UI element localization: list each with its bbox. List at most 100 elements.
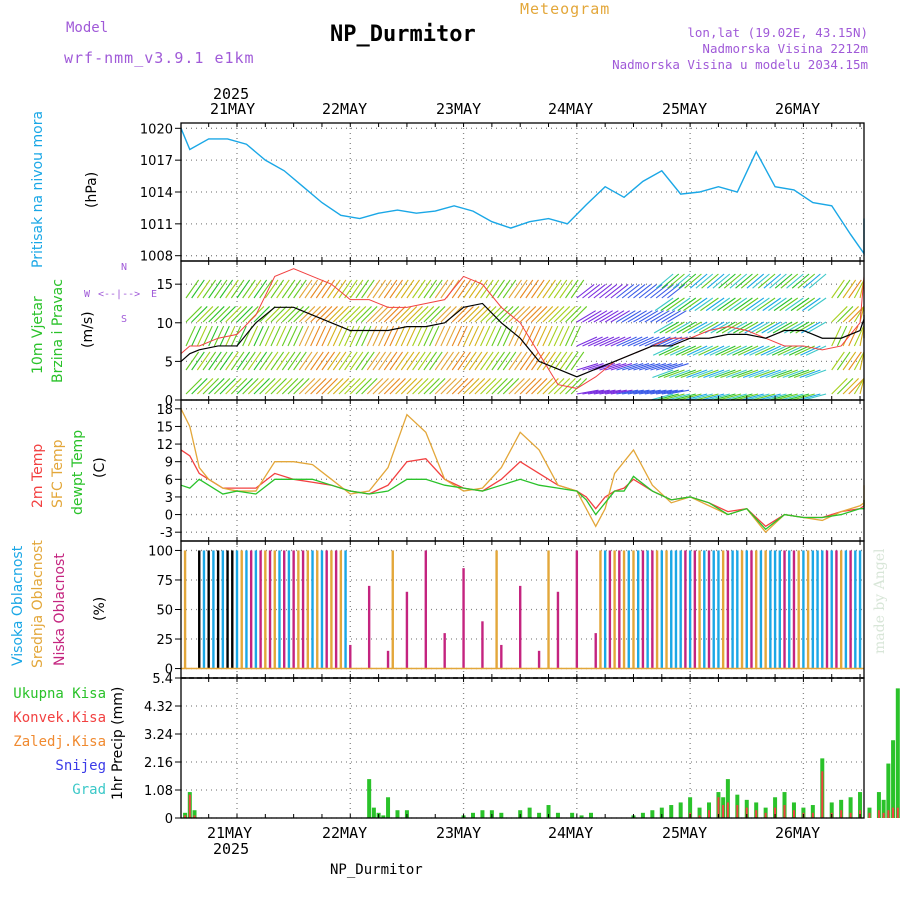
wind-barb-265 <box>485 378 503 395</box>
wind-barb-613 <box>848 378 865 395</box>
precip-conv-bar-50 <box>877 810 880 818</box>
precip-bar-26 <box>659 807 664 818</box>
wind-barb-602 <box>831 279 845 299</box>
wind-barb-535 <box>750 321 770 334</box>
wind-barb-20 <box>208 378 225 395</box>
wind-barb-97 <box>293 325 304 347</box>
wind-barb-163 <box>366 306 384 323</box>
wind-barb-594 <box>805 345 827 356</box>
wind-barb-362 <box>593 336 615 347</box>
wind-barb-146 <box>349 351 364 371</box>
wind-barb-309 <box>531 279 545 299</box>
wind-barb-139 <box>338 279 353 299</box>
precip-bar-25 <box>650 810 655 818</box>
wind-barb-79 <box>270 279 285 299</box>
wind-barb-601 <box>831 306 848 323</box>
cloud-bar-32 <box>344 550 347 669</box>
ytick-label-p1-2: 10 <box>156 317 173 332</box>
ytick-label-p2-4: 9 <box>165 456 173 471</box>
precip-conv-bar-32 <box>717 797 720 818</box>
wind-barb-64 <box>253 279 268 299</box>
wind-barb-206 <box>417 351 432 371</box>
wind-barb-425 <box>667 389 690 395</box>
cloud-bar-33 <box>349 644 352 669</box>
wind-barb-271 <box>491 351 505 371</box>
wind-barb-606 <box>836 306 854 323</box>
cloud-bar-58 <box>637 550 640 669</box>
wind-barb-104 <box>298 279 313 299</box>
wind-barb-503 <box>720 369 742 379</box>
wind-barb-343 <box>570 306 588 323</box>
wind-barb-485 <box>703 369 725 379</box>
wind-barb-224 <box>434 279 449 299</box>
wind-barb-164 <box>366 279 381 299</box>
precip-conv-bar-52 <box>887 810 890 818</box>
cloud-bar-47 <box>556 591 560 669</box>
wind-barb-514 <box>731 393 753 401</box>
precip-bar-52 <box>886 763 891 818</box>
wind-barb-326 <box>553 351 568 371</box>
wind-barb-130 <box>332 378 350 395</box>
wind-barb-458 <box>677 297 697 312</box>
wind-barb-527 <box>742 369 764 379</box>
wind-barb-363 <box>593 310 613 323</box>
wind-barb-615 <box>848 325 859 347</box>
cloud-bar-76 <box>721 550 725 669</box>
wind-barb-24 <box>208 279 222 299</box>
wind-barb-245 <box>463 378 480 395</box>
wind-barb-50 <box>242 378 259 395</box>
wind-barb-256 <box>474 351 488 371</box>
wind-barb-166 <box>372 351 387 371</box>
wind-barb-591 <box>803 273 821 289</box>
wind-barb-532 <box>748 393 770 401</box>
wind-barb-396 <box>633 363 655 371</box>
wind-barb-141 <box>344 351 358 371</box>
wind-barb-506 <box>722 297 742 312</box>
wind-barb-404 <box>638 284 657 299</box>
wind-barb-171 <box>378 351 392 371</box>
wind-barb-480 <box>698 345 719 356</box>
wind-barb-89 <box>281 279 296 299</box>
wind-barb-173 <box>378 306 395 323</box>
ytick-label-p2-1: 0 <box>165 509 173 524</box>
day-label-top-6: 26MAY <box>775 100 821 118</box>
wind-barb-510 <box>726 345 747 356</box>
wind-barb-156 <box>361 351 375 371</box>
wind-barb-301 <box>525 351 539 371</box>
wind-barb-570 <box>783 345 804 356</box>
wind-barb-34 <box>219 279 234 299</box>
wind-barb-210 <box>423 378 440 395</box>
wind-barb-142 <box>344 325 355 347</box>
wind-barb-1 <box>185 351 200 371</box>
wind-barb-6 <box>191 351 205 371</box>
wind-barb-75 <box>270 378 287 395</box>
wind-barb-145 <box>349 378 367 395</box>
cloud-bar-11 <box>245 550 248 669</box>
wind-barb-550 <box>765 393 787 401</box>
wind-barb-169 <box>372 279 387 299</box>
wind-barb-604 <box>836 351 851 371</box>
wind-barb-373 <box>604 310 625 323</box>
precip-conv-bar-49 <box>868 812 871 818</box>
wind-barb-18 <box>202 306 219 323</box>
wind-barb-122 <box>321 325 332 347</box>
wind-barb-76 <box>270 351 285 371</box>
wind-barb-548 <box>762 297 782 312</box>
precip-bar-21 <box>579 815 584 818</box>
wind-barb-517 <box>733 321 753 334</box>
wind-barb-331 <box>559 351 573 371</box>
wind-speed-line <box>180 302 865 378</box>
wind-barb-387 <box>621 336 643 347</box>
pressure-line <box>180 128 865 256</box>
ytick-label-p0-0: 1008 <box>140 250 173 265</box>
ytick-label-p4-3: 3.24 <box>144 728 173 743</box>
wind-barb-542 <box>756 297 776 312</box>
wind-barb-369 <box>599 284 618 299</box>
wind-barb-102 <box>298 325 310 347</box>
wind-barb-310 <box>536 378 554 395</box>
precip-conv-bar-38 <box>764 812 767 818</box>
cloud-bar-43 <box>500 644 503 669</box>
wind-barb-277 <box>497 325 508 347</box>
compass-arrows: <--|--> <box>98 289 141 300</box>
wind-barb-134 <box>332 279 347 299</box>
